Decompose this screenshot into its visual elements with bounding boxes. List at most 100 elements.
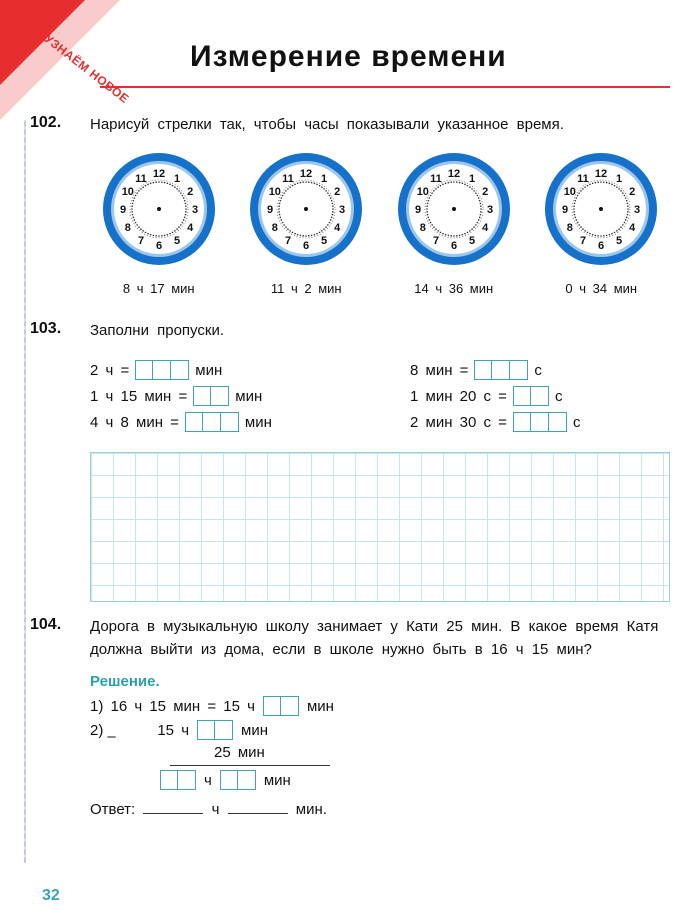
fill-row: 1 ч 15 мин = мин — [90, 386, 350, 406]
svg-text:3: 3 — [634, 204, 640, 216]
fill-lhs: 1 мин 20 с = — [410, 388, 507, 405]
answer-blank — [228, 800, 288, 814]
clock-icon: 123456789101112 — [99, 149, 219, 269]
left-margin-dots — [24, 120, 26, 863]
answer-boxes — [474, 360, 528, 380]
svg-text:6: 6 — [156, 240, 162, 252]
fill-lhs: 1 ч 15 мин = — [90, 388, 187, 405]
fill-unit: с — [573, 414, 581, 431]
page-number: 32 — [42, 887, 60, 905]
svg-text:7: 7 — [433, 235, 439, 247]
svg-text:1: 1 — [174, 172, 180, 184]
exercise-102: 102. Нарисуй стрелки так, чтобы часы пок… — [30, 114, 670, 306]
svg-text:11: 11 — [282, 172, 294, 184]
svg-text:12: 12 — [300, 168, 312, 180]
task-text: Нарисуй стрелки так, чтобы часы показыва… — [90, 114, 670, 137]
clock-label: 11 ч 2 мин — [238, 281, 376, 296]
answer-boxes — [160, 770, 196, 790]
svg-text:4: 4 — [187, 222, 194, 234]
solution-result: ч мин — [120, 770, 670, 790]
fill-unit: мин — [235, 388, 262, 405]
svg-text:11: 11 — [577, 172, 589, 184]
fill-row: 2 ч = мин — [90, 360, 350, 380]
svg-text:1: 1 — [616, 172, 622, 184]
sol-text: ч — [204, 772, 212, 789]
svg-text:4: 4 — [334, 222, 341, 234]
svg-text:8: 8 — [125, 222, 131, 234]
svg-text:9: 9 — [267, 204, 273, 216]
exercise-number: 104. — [30, 616, 90, 818]
svg-text:12: 12 — [595, 168, 607, 180]
svg-text:10: 10 — [416, 186, 428, 198]
clock-label: 14 ч 36 мин — [385, 281, 523, 296]
title-underline — [100, 86, 670, 88]
svg-text:9: 9 — [562, 204, 568, 216]
svg-text:3: 3 — [339, 204, 345, 216]
svg-text:10: 10 — [121, 186, 133, 198]
svg-text:1: 1 — [469, 172, 475, 184]
fill-lhs: 2 ч = — [90, 362, 129, 379]
fill-row: 8 мин = с — [410, 360, 670, 380]
answer-line: Ответ: ч мин. — [90, 800, 670, 818]
sol-text: 15 ч — [157, 722, 189, 739]
svg-text:5: 5 — [321, 235, 327, 247]
svg-text:6: 6 — [451, 240, 457, 252]
clock-label: 8 ч 17 мин — [90, 281, 228, 296]
svg-text:8: 8 — [567, 222, 573, 234]
svg-text:7: 7 — [138, 235, 144, 247]
svg-text:4: 4 — [482, 222, 489, 234]
svg-text:8: 8 — [272, 222, 278, 234]
fill-lhs: 8 мин = — [410, 362, 468, 379]
sol-text: мин — [307, 698, 334, 715]
clock-icon: 123456789101112 — [246, 149, 366, 269]
svg-text:9: 9 — [415, 204, 421, 216]
clock: 123456789101112 11 ч 2 мин — [238, 149, 376, 296]
fill-unit: мин — [245, 414, 272, 431]
svg-text:2: 2 — [482, 186, 488, 198]
fill-lhs: 4 ч 8 мин = — [90, 414, 179, 431]
clock: 123456789101112 8 ч 17 мин — [90, 149, 228, 296]
sol-text: мин — [264, 772, 291, 789]
sol-text: мин — [241, 722, 268, 739]
fill-unit: мин — [195, 362, 222, 379]
svg-text:1: 1 — [321, 172, 327, 184]
svg-text:5: 5 — [174, 235, 180, 247]
svg-text:5: 5 — [616, 235, 622, 247]
answer-boxes — [513, 412, 567, 432]
svg-text:5: 5 — [469, 235, 475, 247]
solution-line-1: 1) 16 ч 15 мин = 15 ч мин — [90, 696, 670, 716]
fill-row: 4 ч 8 мин = мин — [90, 412, 350, 432]
page-title: Измерение времени — [190, 40, 507, 74]
svg-text:2: 2 — [187, 186, 193, 198]
svg-text:12: 12 — [153, 168, 165, 180]
answer-boxes — [197, 720, 233, 740]
svg-text:4: 4 — [629, 222, 636, 234]
sol-text: 1) 16 ч 15 мин = 15 ч — [90, 698, 255, 715]
solution-line-2: 2) 15 ч мин — [90, 720, 670, 740]
answer-unit: мин. — [296, 801, 327, 818]
fill-lhs: 2 мин 30 с = — [410, 414, 507, 431]
svg-text:2: 2 — [629, 186, 635, 198]
svg-text:11: 11 — [430, 172, 442, 184]
clocks-row: 123456789101112 8 ч 17 мин 1234567891011… — [90, 149, 670, 296]
svg-text:6: 6 — [598, 240, 604, 252]
exercise-number: 102. — [30, 114, 90, 306]
task-text: Заполни пропуски. — [90, 320, 670, 343]
answer-boxes — [193, 386, 229, 406]
svg-text:12: 12 — [448, 168, 460, 180]
answer-boxes — [135, 360, 189, 380]
clock: 123456789101112 0 ч 34 мин — [533, 149, 671, 296]
answer-boxes — [185, 412, 239, 432]
exercise-104: 104. Дорога в музыкальную школу занимает… — [30, 616, 670, 818]
fill-row: 2 мин 30 с = с — [410, 412, 670, 432]
svg-text:10: 10 — [564, 186, 576, 198]
subtraction-rule — [170, 765, 330, 766]
svg-text:9: 9 — [120, 204, 126, 216]
svg-text:7: 7 — [580, 235, 586, 247]
sol-text: 2) — [90, 722, 103, 739]
svg-text:3: 3 — [192, 204, 198, 216]
clock-icon: 123456789101112 — [394, 149, 514, 269]
svg-text:10: 10 — [269, 186, 281, 198]
exercise-103: 103. Заполни пропуски. 2 ч =мин1 ч 15 ми… — [30, 320, 670, 603]
fill-unit: с — [534, 362, 542, 379]
